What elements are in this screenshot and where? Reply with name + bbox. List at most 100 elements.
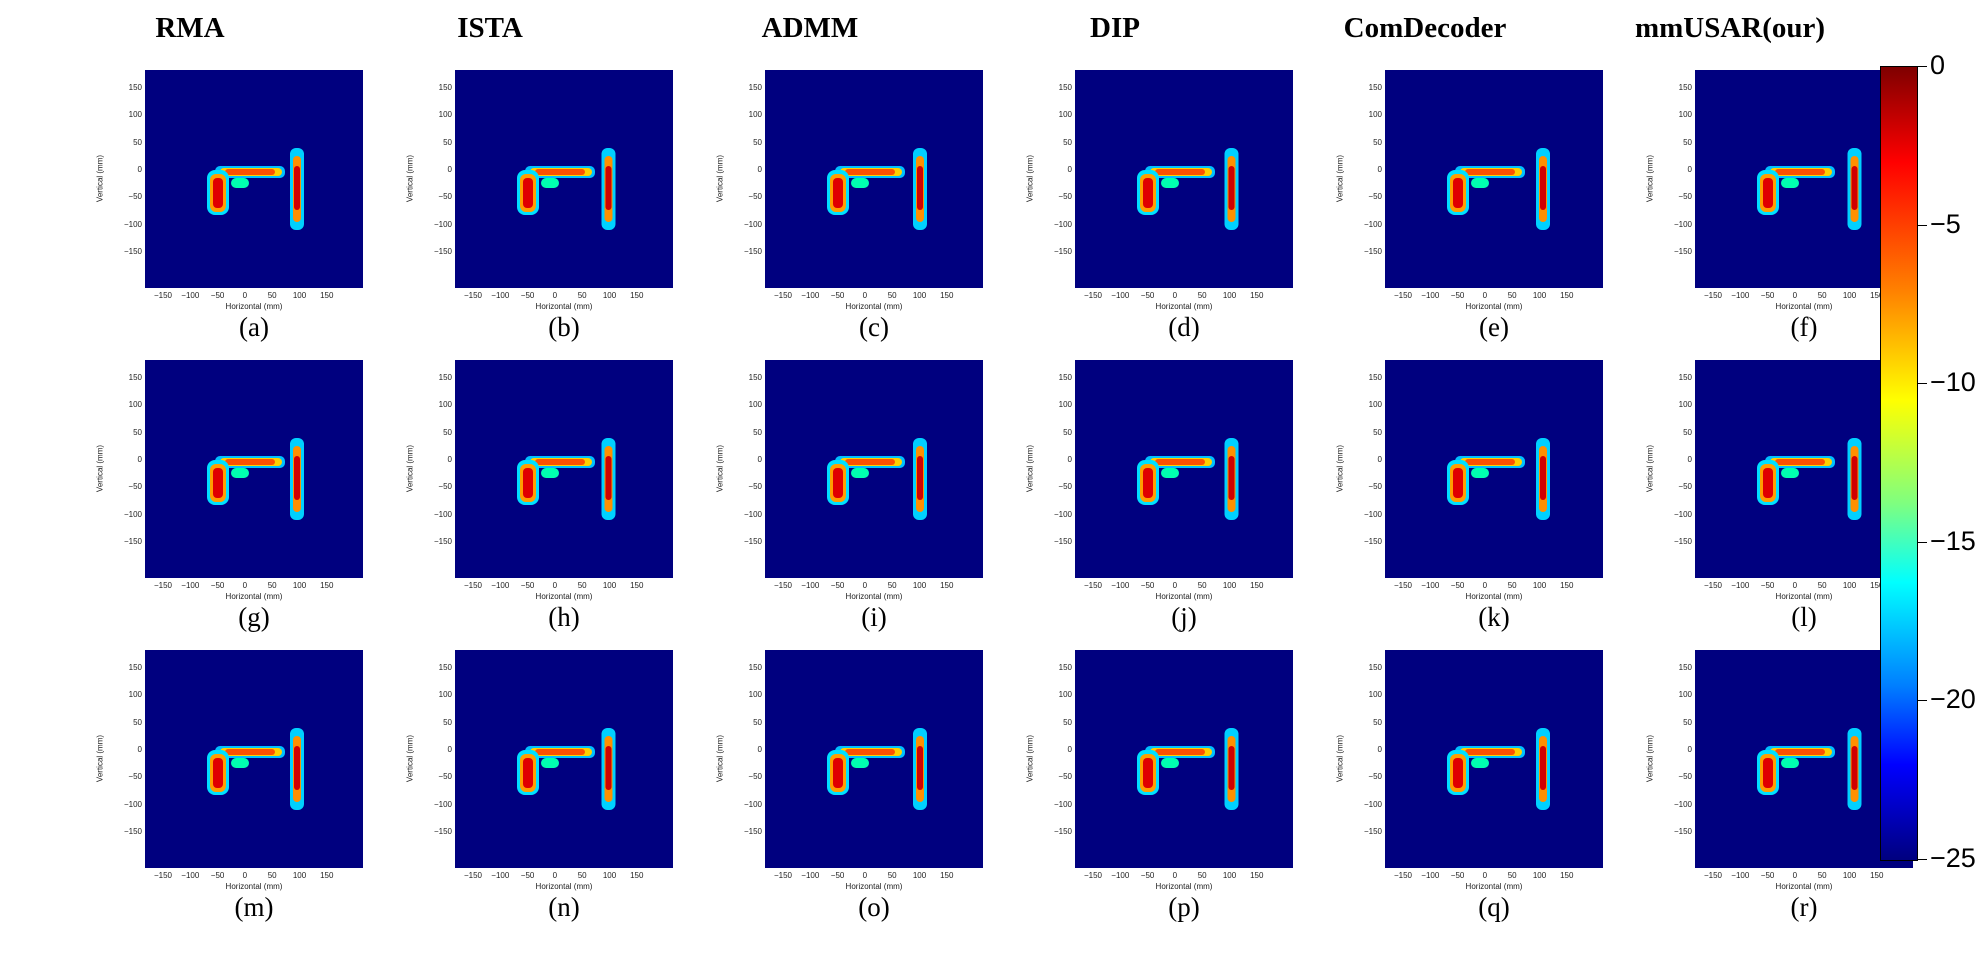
y-tick-label: 50: [1063, 717, 1072, 727]
plot-area: [145, 360, 363, 578]
y-axis-label: Vertical (mm): [1025, 154, 1035, 203]
x-tick-label: −150: [1393, 581, 1413, 590]
x-tick-label: −150: [1703, 581, 1723, 590]
panel-caption: (g): [238, 602, 270, 632]
y-tick-label: −50: [128, 772, 142, 782]
y-axis-label: Vertical (mm): [95, 154, 105, 203]
x-tick-label: −50: [1450, 871, 1465, 880]
y-tick-label: 0: [1377, 454, 1382, 464]
panel-caption: (r): [1790, 892, 1818, 922]
y-tick-label: 0: [137, 744, 142, 754]
x-axis-label: Horizontal (mm): [535, 592, 593, 601]
y-axis-label: Vertical (mm): [1645, 734, 1655, 783]
x-axis-label: Horizontal (mm): [1465, 592, 1523, 601]
y-tick-label: −50: [1058, 772, 1072, 782]
x-tick-label: 150: [940, 291, 954, 300]
panel-caption: (b): [548, 312, 580, 342]
y-axis-label: Vertical (mm): [1645, 154, 1655, 203]
y-tick-label: 50: [443, 717, 452, 727]
y-tick-label: −150: [1363, 536, 1382, 546]
y-tick-label: −100: [1673, 509, 1692, 519]
x-tick-label: −50: [210, 871, 225, 880]
y-tick-label: 150: [1678, 83, 1692, 92]
y-tick-label: 0: [447, 454, 452, 464]
colorbar-tick: [1917, 859, 1927, 860]
x-tick-label: 150: [320, 291, 334, 300]
x-tick-label: 0: [552, 871, 558, 880]
colorbar-tick: [1917, 66, 1927, 67]
x-tick-label: 0: [1482, 291, 1488, 300]
y-tick-label: −100: [123, 219, 142, 229]
x-tick-label: 100: [1842, 581, 1857, 590]
x-tick-label: −100: [1111, 291, 1130, 300]
x-tick-label: 100: [912, 871, 927, 880]
y-tick-label: −100: [743, 219, 762, 229]
y-tick-label: −50: [1368, 772, 1382, 782]
figure-panel: 150 100 50 0 −50 −100 −150 −150 −100 −50 0 50 100 150…: [1610, 350, 1920, 635]
y-axis-label: Vertical (mm): [95, 444, 105, 493]
column-title: DIP: [1090, 12, 1140, 44]
x-tick-label: 100: [602, 581, 617, 590]
y-tick-label: −50: [1058, 192, 1072, 202]
y-tick-label: −150: [743, 536, 762, 546]
y-tick-label: −100: [1053, 219, 1072, 229]
x-tick-label: −150: [1083, 871, 1103, 880]
y-tick-label: 50: [443, 427, 452, 437]
y-tick-label: 150: [128, 83, 142, 92]
y-axis-label: Vertical (mm): [1645, 444, 1655, 493]
x-tick-label: −50: [1760, 581, 1775, 590]
y-tick-label: −150: [123, 826, 142, 836]
x-tick-label: −100: [1421, 291, 1440, 300]
y-tick-label: 150: [128, 373, 142, 382]
x-tick-label: −50: [1140, 871, 1155, 880]
x-tick-label: −50: [520, 871, 535, 880]
y-tick-label: −100: [433, 219, 452, 229]
y-tick-label: 50: [1373, 427, 1382, 437]
y-tick-label: 0: [1687, 744, 1692, 754]
y-axis-label: Vertical (mm): [1335, 154, 1345, 203]
colorbar-tick: [1917, 383, 1927, 385]
x-tick-label: 100: [912, 291, 927, 300]
x-axis-label: Horizontal (mm): [1465, 302, 1523, 311]
y-tick-label: 0: [1687, 164, 1692, 174]
sar-image: [1757, 438, 1862, 520]
figure-panel: 150 100 50 0 −50 −100 −150 −150 −100 −50 0 50 100 150…: [60, 640, 370, 925]
panel-caption: (i): [861, 602, 887, 632]
x-tick-label: −150: [1703, 291, 1723, 300]
y-tick-label: −50: [1678, 482, 1692, 492]
plot-area: [1385, 650, 1603, 868]
x-axis-label: Horizontal (mm): [1775, 882, 1833, 891]
x-tick-label: 100: [292, 871, 307, 880]
y-tick-label: −150: [743, 826, 762, 836]
x-tick-label: −150: [773, 581, 793, 590]
x-tick-label: −150: [153, 291, 173, 300]
y-tick-label: 50: [753, 717, 762, 727]
colorbar-label: −5: [1930, 208, 1961, 239]
x-tick-label: 100: [602, 291, 617, 300]
y-tick-label: −50: [748, 482, 762, 492]
y-tick-label: −50: [1058, 482, 1072, 492]
x-tick-label: −100: [801, 581, 820, 590]
x-tick-label: 0: [1482, 871, 1488, 880]
y-axis-label: Vertical (mm): [1335, 444, 1345, 493]
x-tick-label: −100: [1111, 581, 1130, 590]
panel-caption: (p): [1168, 892, 1200, 922]
y-tick-label: −50: [1368, 482, 1382, 492]
y-tick-label: 0: [757, 164, 762, 174]
plot-area: [1075, 70, 1293, 288]
figure-panel: 150 100 50 0 −50 −100 −150 −150 −100 −50 0 50 100 150…: [1610, 60, 1920, 345]
x-tick-label: 0: [1792, 871, 1798, 880]
x-tick-label: −100: [181, 581, 200, 590]
x-axis-label: Horizontal (mm): [225, 882, 283, 891]
x-tick-label: 100: [292, 291, 307, 300]
x-axis-label: Horizontal (mm): [225, 592, 283, 601]
x-tick-label: 150: [940, 581, 954, 590]
y-tick-label: 100: [1678, 110, 1692, 120]
y-tick-label: 0: [1377, 744, 1382, 754]
sar-image: [1447, 438, 1550, 520]
column-title: ADMM: [761, 12, 859, 44]
y-axis-label: Vertical (mm): [1025, 734, 1035, 783]
y-tick-label: −50: [438, 482, 452, 492]
x-tick-label: 0: [1172, 291, 1178, 300]
y-axis-label: Vertical (mm): [405, 734, 415, 783]
